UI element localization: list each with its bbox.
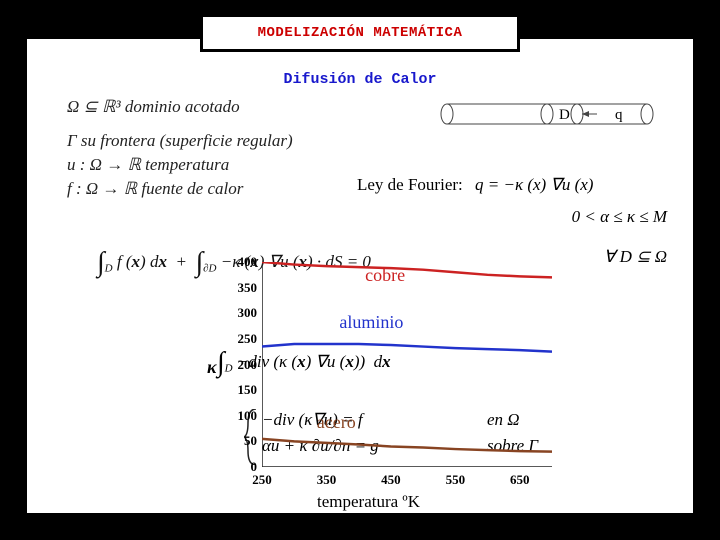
y-tick: 150	[227, 382, 257, 398]
diagram-D-label: D	[559, 107, 570, 123]
series-cobre	[262, 262, 552, 277]
series-label-acero: acero	[317, 412, 356, 433]
temperature-line: u : Ω → ℝ temperatura	[67, 155, 667, 175]
kappa-bounds: 0 < α ≤ κ ≤ M	[572, 207, 667, 227]
x-tick: 250	[247, 472, 277, 488]
fourier-eq: q = −κ (x) ∇u (x)	[475, 175, 593, 194]
y-tick: 300	[227, 305, 257, 321]
series-label-cobre: cobre	[365, 265, 405, 286]
series-acero	[262, 439, 552, 452]
slide-frame: Difusión de Calor D q Ω ⊆ ℝ³ dominio aco…	[24, 36, 696, 516]
title: MODELIZACIÓN MATEMÁTICA	[258, 25, 463, 41]
content-area: D q Ω ⊆ ℝ³ dominio acotado Γ su frontera…	[67, 97, 667, 203]
series-label-aluminio: aluminio	[339, 312, 403, 333]
x-tick: 650	[505, 472, 535, 488]
fourier-label: Ley de Fourier:	[357, 175, 463, 194]
subtitle: Difusión de Calor	[27, 71, 693, 88]
fourier-law: Ley de Fourier: q = −κ (x) ∇u (x)	[357, 175, 593, 195]
kappa-temperature-chart: κ temperatura ºK 05010015020025030035040…	[207, 257, 577, 517]
forall-D: ∀ D ⊆ Ω	[604, 247, 667, 267]
x-tick: 350	[311, 472, 341, 488]
boundary-line: Γ su frontera (superficie regular)	[67, 131, 667, 151]
y-tick: 200	[227, 357, 257, 373]
x-tick: 450	[376, 472, 406, 488]
y-axis-label: κ	[207, 357, 217, 378]
y-tick: 400	[227, 254, 257, 270]
x-tick: 550	[440, 472, 470, 488]
y-tick: 250	[227, 331, 257, 347]
cylinder-diagram: D q	[437, 99, 657, 129]
series-lines	[262, 262, 552, 467]
diagram-q-label: q	[615, 107, 623, 123]
y-tick: 50	[227, 433, 257, 449]
x-axis-label: temperatura ºK	[317, 492, 420, 512]
series-aluminio	[262, 344, 552, 352]
y-tick: 100	[227, 408, 257, 424]
plot-area	[262, 262, 552, 467]
y-tick: 350	[227, 280, 257, 296]
title-box: MODELIZACIÓN MATEMÁTICA	[200, 14, 520, 52]
